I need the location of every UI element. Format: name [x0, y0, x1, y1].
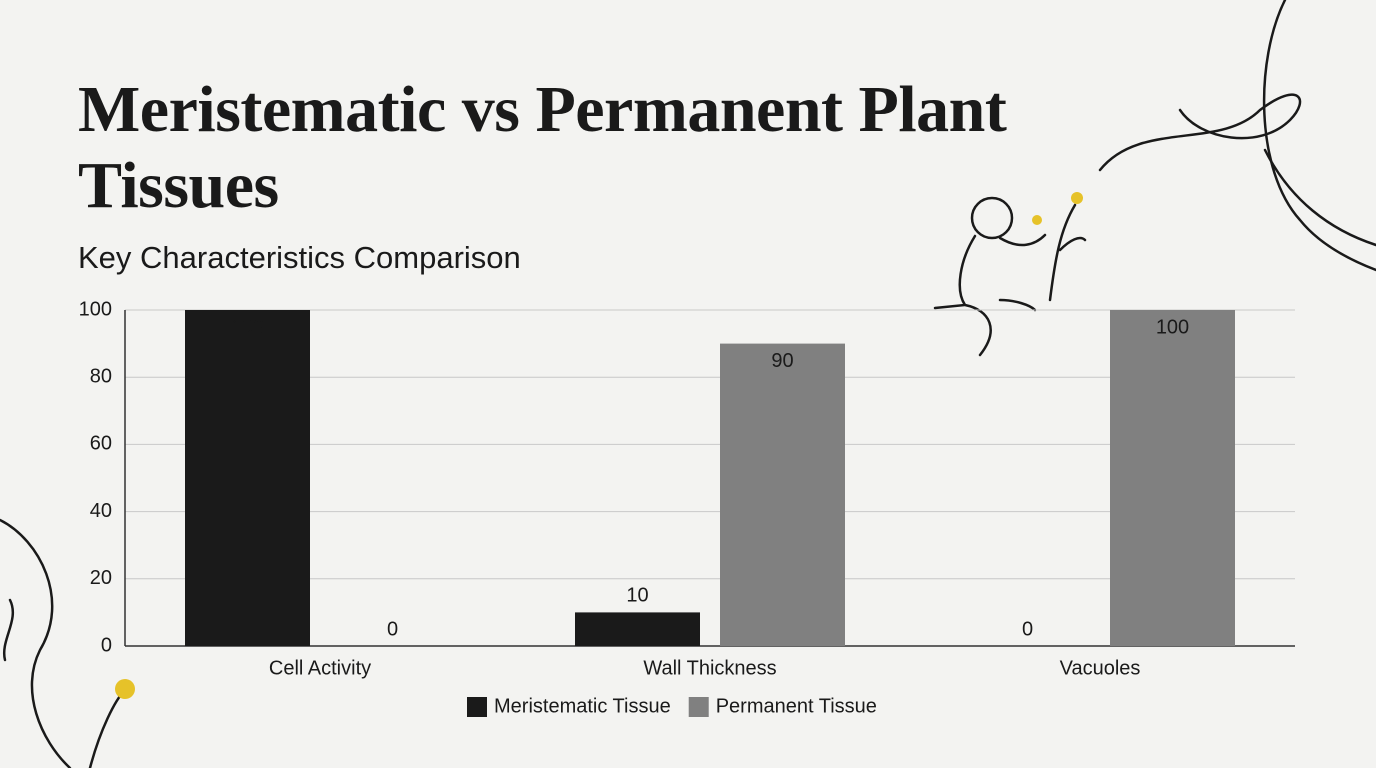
y-tick-label: 20	[90, 567, 112, 589]
chart-subtitle: Key Characteristics Comparison	[78, 240, 521, 275]
y-tick-label: 100	[79, 298, 112, 320]
bar	[185, 310, 310, 646]
y-tick-label: 40	[90, 500, 112, 522]
x-tick-label: Wall Thickness	[643, 657, 776, 679]
bar	[575, 612, 700, 646]
value-label: 90	[771, 350, 793, 372]
bar	[720, 343, 845, 646]
flower	[1071, 192, 1083, 204]
chart-title: Meristematic vs Permanent Plant Tissues	[78, 73, 1007, 222]
value-label: 100	[1156, 316, 1189, 338]
legend-swatch	[467, 697, 487, 717]
x-tick-label: Cell Activity	[269, 657, 371, 679]
value-label: 0	[1022, 618, 1033, 640]
flower	[115, 679, 135, 699]
value-label: 100	[231, 316, 264, 338]
y-tick-label: 60	[90, 433, 112, 455]
flower	[1032, 215, 1042, 225]
x-tick-label: Vacuoles	[1060, 657, 1141, 679]
legend-swatch	[688, 697, 709, 717]
bar	[1110, 310, 1235, 646]
y-tick-label: 0	[101, 634, 112, 656]
legend-label: Permanent Tissue	[716, 695, 877, 717]
value-label: 0	[387, 618, 398, 640]
value-label: 10	[626, 585, 648, 607]
y-tick-label: 80	[90, 365, 112, 387]
legend-label: Meristematic Tissue	[494, 695, 671, 717]
